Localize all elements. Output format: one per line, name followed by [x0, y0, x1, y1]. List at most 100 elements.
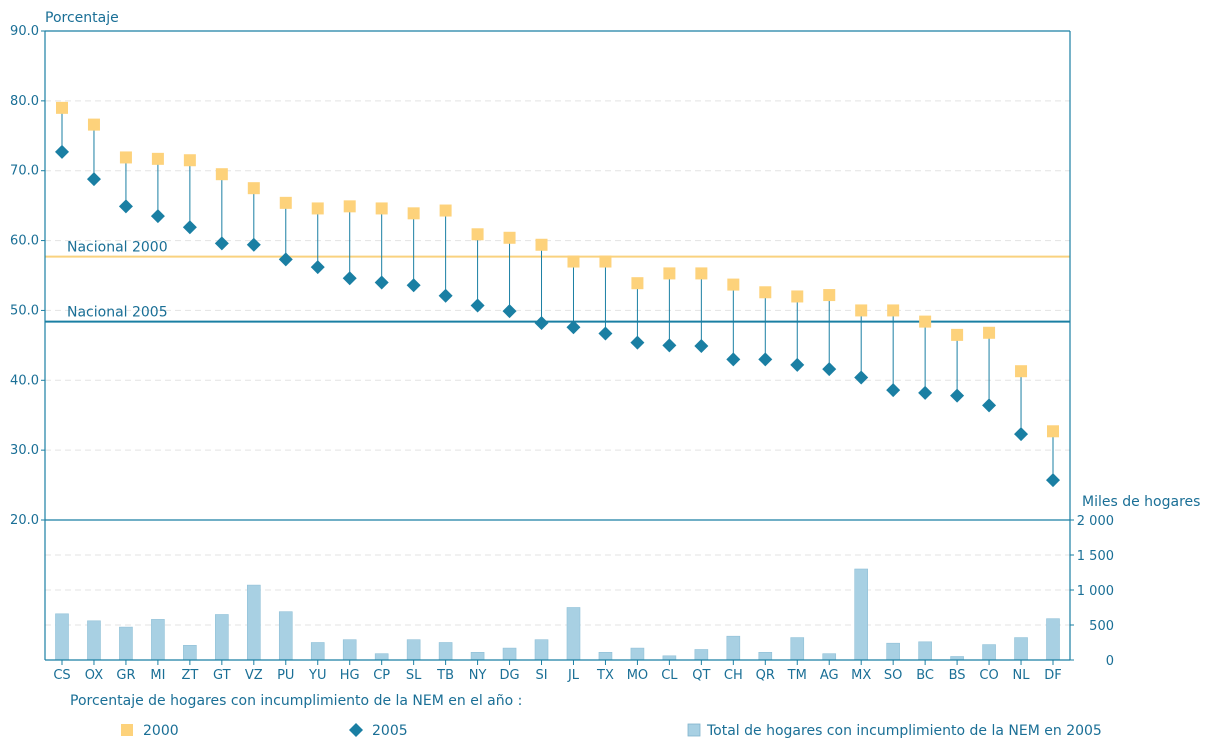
bar-qt [694, 649, 709, 661]
point-2000-bs [951, 328, 964, 341]
point-2005-cl [662, 338, 677, 353]
tick-labels: 90.0 80.0 70.0 60.0 50.0 40.0 30.0 20.0 2 000 1 5… [10, 24, 1114, 669]
point-2005-ny [470, 298, 485, 313]
legend-label-2000: 2000 [143, 723, 179, 739]
point-2005-pu [278, 252, 293, 267]
category-label-pu: PU [277, 668, 294, 683]
category-label-bc: BC [916, 668, 934, 683]
category-label-vz: VZ [245, 668, 263, 683]
bar-qr [758, 651, 773, 661]
bar-gr [119, 626, 133, 661]
category-label-qr: QR [756, 668, 775, 683]
series-2000-markers [56, 101, 1059, 438]
point-2000-cp [375, 202, 388, 215]
tick-label-top: 40.0 [10, 373, 39, 388]
bar-cp [374, 653, 389, 661]
point-2005-mi [150, 209, 165, 224]
category-label-hg: HG [340, 668, 360, 683]
point-2000-zt [183, 154, 196, 167]
point-2000-pu [279, 196, 292, 209]
point-2000-cl [663, 267, 676, 280]
point-2000-vz [247, 182, 260, 195]
bar-mo [630, 647, 645, 661]
series-2005-markers [55, 144, 1060, 488]
category-label-mi: MI [150, 668, 165, 683]
point-2000-ox [87, 118, 100, 131]
bar-series [55, 568, 1060, 661]
category-label-gr: GR [116, 668, 135, 683]
point-2005-zt [182, 220, 197, 235]
point-2005-bs [950, 388, 965, 403]
bar-jl [566, 607, 581, 661]
bar-ny [470, 651, 485, 661]
point-2000-qt [695, 267, 708, 280]
tick-label-top: 20.0 [10, 513, 39, 528]
tick-label-top: 30.0 [10, 443, 39, 458]
point-2000-qr [759, 286, 772, 299]
bar-co [982, 644, 996, 661]
bar-vz [247, 584, 261, 661]
point-2000-gt [215, 168, 228, 181]
tick-label-bottom: 1 000 [1077, 584, 1114, 599]
tick-label-top: 50.0 [10, 303, 39, 318]
legend-swatch-total [687, 723, 701, 737]
category-label-tx: TX [596, 668, 614, 683]
category-label-gt: GT [213, 668, 231, 683]
category-label-nl: NL [1013, 668, 1031, 683]
bar-mi [151, 619, 165, 661]
category-label-tb: TB [436, 668, 454, 683]
tick-label-top: 70.0 [10, 164, 39, 179]
point-2000-mo [631, 277, 644, 290]
point-2000-jl [567, 255, 580, 268]
legend-label-total: Total de hogares con incumplimiento de l… [706, 723, 1102, 739]
bar-ox [87, 620, 101, 661]
category-label-df: DF [1044, 668, 1062, 683]
point-2005-tx [598, 326, 613, 341]
point-2005-vz [246, 237, 261, 252]
point-2000-co [983, 326, 996, 339]
category-label-cp: CP [373, 668, 390, 683]
tick-label-bottom: 2 000 [1077, 514, 1114, 529]
point-2005-df [1046, 473, 1060, 488]
category-label-si: SI [535, 668, 547, 683]
point-2000-si [535, 238, 548, 251]
point-2005-ox [86, 172, 101, 187]
point-2005-bc [918, 385, 933, 400]
bar-sl [406, 639, 421, 661]
point-2005-cp [374, 275, 389, 290]
point-2000-df [1047, 425, 1059, 438]
category-label-ox: OX [85, 668, 103, 683]
point-2005-qt [694, 339, 709, 354]
point-2005-gt [214, 236, 229, 251]
category-label-tm: TM [787, 668, 807, 683]
tick-label-bottom: 500 [1089, 619, 1114, 634]
point-2000-ag [823, 289, 836, 302]
point-2000-bc [919, 315, 932, 328]
legend-label-2005: 2005 [372, 723, 408, 739]
category-label-yu: YU [308, 668, 326, 683]
point-2005-si [534, 316, 549, 331]
point-2000-ch [727, 278, 740, 291]
tick-label-top: 80.0 [10, 94, 39, 109]
category-label-cs: CS [53, 668, 70, 683]
bar-cs [55, 613, 69, 661]
point-2005-jl [566, 320, 581, 335]
category-label-ch: CH [724, 668, 743, 683]
bar-bc [918, 641, 932, 661]
point-2000-nl [1015, 365, 1028, 378]
point-2000-sl [407, 207, 420, 220]
legend-swatch-2000 [121, 724, 133, 736]
bar-df [1046, 618, 1060, 661]
point-2000-so [887, 304, 900, 317]
bar-ch [726, 635, 741, 661]
category-label-cl: CL [661, 668, 678, 683]
reference-lines [45, 255, 1070, 323]
bar-zt [183, 644, 197, 661]
tick-label-bottom: 0 [1106, 654, 1114, 669]
tick-label-top: 60.0 [10, 234, 39, 249]
point-2000-gr [119, 151, 132, 164]
point-2000-tx [599, 255, 612, 268]
category-label-jl: JL [567, 668, 580, 683]
tick-label-bottom: 1 500 [1077, 549, 1114, 564]
